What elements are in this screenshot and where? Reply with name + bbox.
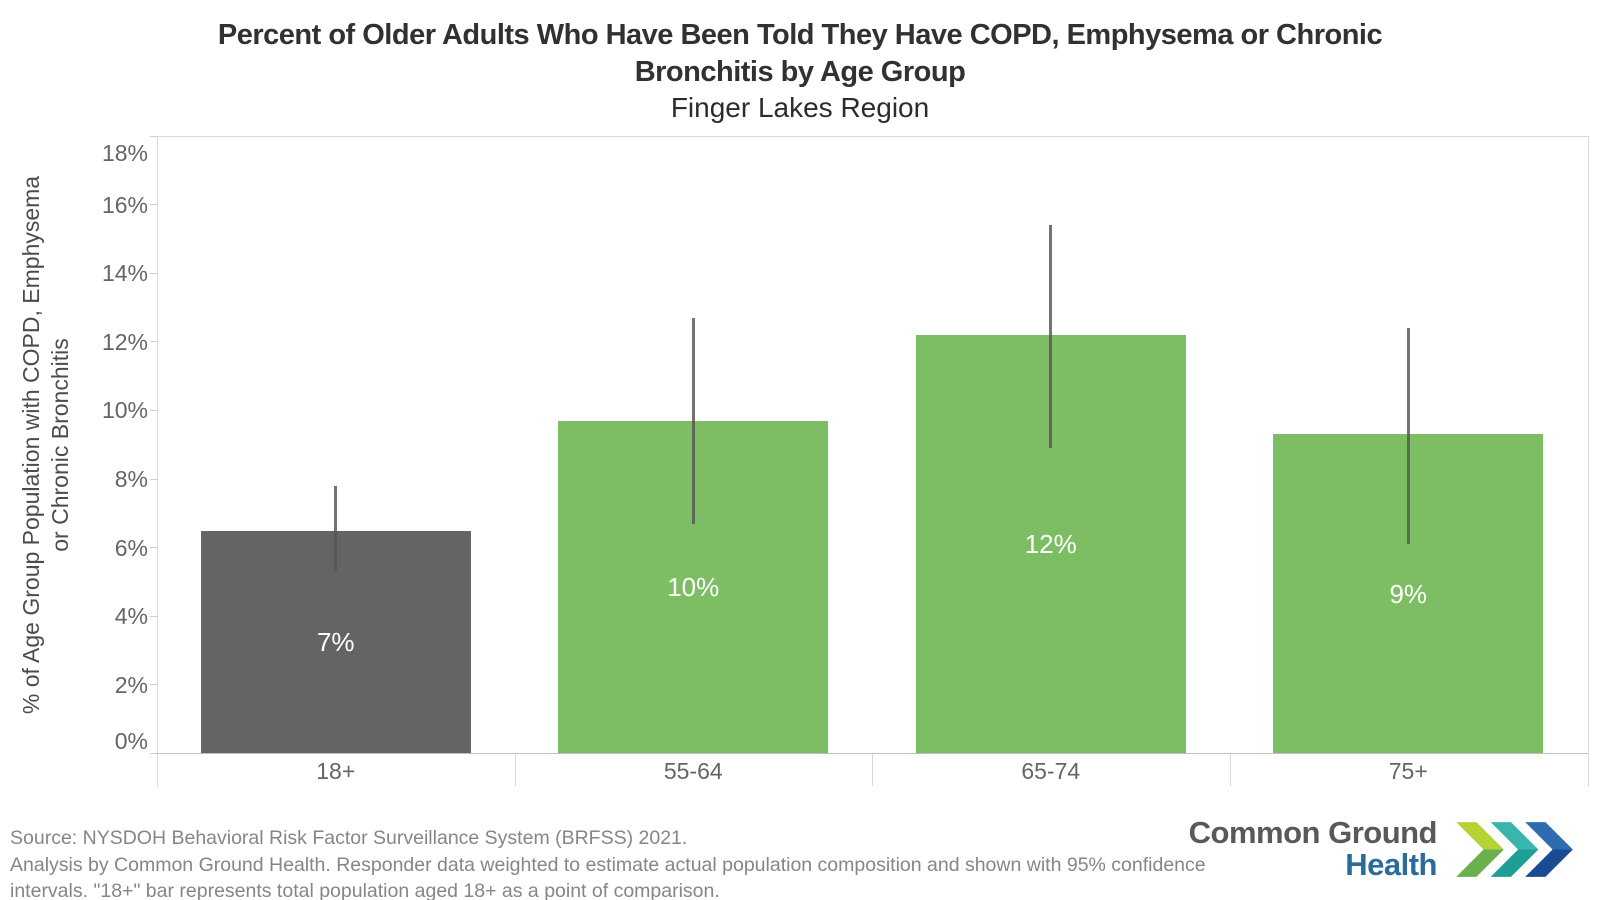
y-tick-label: 2% — [114, 671, 148, 698]
source-note-line1: Source: NYSDOH Behavioral Risk Factor Su… — [10, 827, 688, 849]
x-tick-label-65-74: 65-74 — [1021, 758, 1081, 784]
x-tick-label-18+: 18+ — [316, 758, 356, 784]
y-tick-mark — [150, 272, 157, 274]
bar-value-label-55-64: 10% — [667, 572, 720, 603]
y-tick-label: 14% — [101, 260, 148, 287]
x-axis-separator — [1229, 754, 1231, 786]
y-tick-mark — [150, 478, 157, 480]
x-tick-label-75+: 75+ — [1388, 758, 1428, 784]
bar-value-label-18+: 7% — [316, 627, 355, 657]
source-note: Source: NYSDOH Behavioral Risk Factor Su… — [10, 825, 1210, 900]
x-axis-line — [157, 753, 1588, 754]
logo-wordmark: Common Ground Health — [1107, 815, 1438, 882]
bar-value-label-75+: 9% — [1389, 578, 1428, 609]
y-tick-mark — [150, 684, 157, 686]
y-tick-mark — [150, 409, 157, 411]
y-tick-mark — [150, 135, 157, 137]
chevron-green-lower — [1456, 849, 1504, 877]
y-tick-label: 6% — [114, 534, 148, 561]
chevron-blue-upper — [1525, 822, 1573, 850]
y-tick-mark — [150, 204, 157, 206]
logo-text-common-ground: Common Ground — [1188, 815, 1438, 850]
y-tick-label: 12% — [101, 328, 148, 355]
chevron-teal-upper — [1490, 822, 1539, 850]
chart-title-line1: Percent of Older Adults Who Have Been To… — [217, 19, 1383, 51]
error-bar-65-74 — [1049, 225, 1053, 449]
error-bar-18+ — [334, 485, 338, 572]
y-tick-label: 8% — [114, 466, 148, 493]
y-tick-mark — [150, 753, 157, 754]
y-tick-label: 4% — [114, 603, 148, 630]
y-tick-label: 10% — [101, 397, 148, 424]
y-tick-label: 16% — [101, 191, 148, 218]
source-note-line3: intervals. "18+" bar represents total po… — [10, 880, 720, 900]
chevron-teal-lower — [1490, 849, 1539, 877]
y-tick-mark — [150, 547, 157, 549]
chevron-blue-lower — [1525, 849, 1573, 877]
x-axis-separator — [514, 754, 516, 786]
y-tick-label: 18% — [101, 140, 148, 166]
source-note-line2: Analysis by Common Ground Health. Respon… — [10, 853, 1206, 876]
x-axis-separator — [872, 754, 873, 786]
x-tick-label-55-64: 55-64 — [663, 758, 723, 784]
chart-title-line2: Bronchitis by Age Group — [634, 56, 966, 88]
y-tick-mark — [150, 341, 157, 343]
plot-area — [157, 136, 1589, 787]
error-bar-55-64 — [691, 317, 695, 524]
chevron-green-upper — [1456, 822, 1504, 850]
chart-subtitle: Finger Lakes Region — [670, 92, 930, 123]
chart-title: Percent of Older Adults Who Have Been To… — [0, 17, 1600, 91]
error-bar-75+ — [1406, 328, 1410, 545]
logo-chevrons-icon — [1456, 822, 1573, 877]
y-tick-mark — [150, 615, 157, 617]
y-tick-label: 0% — [114, 727, 148, 754]
bar-value-label-65-74: 12% — [1024, 529, 1077, 560]
logo-text-health: Health — [1345, 847, 1437, 882]
